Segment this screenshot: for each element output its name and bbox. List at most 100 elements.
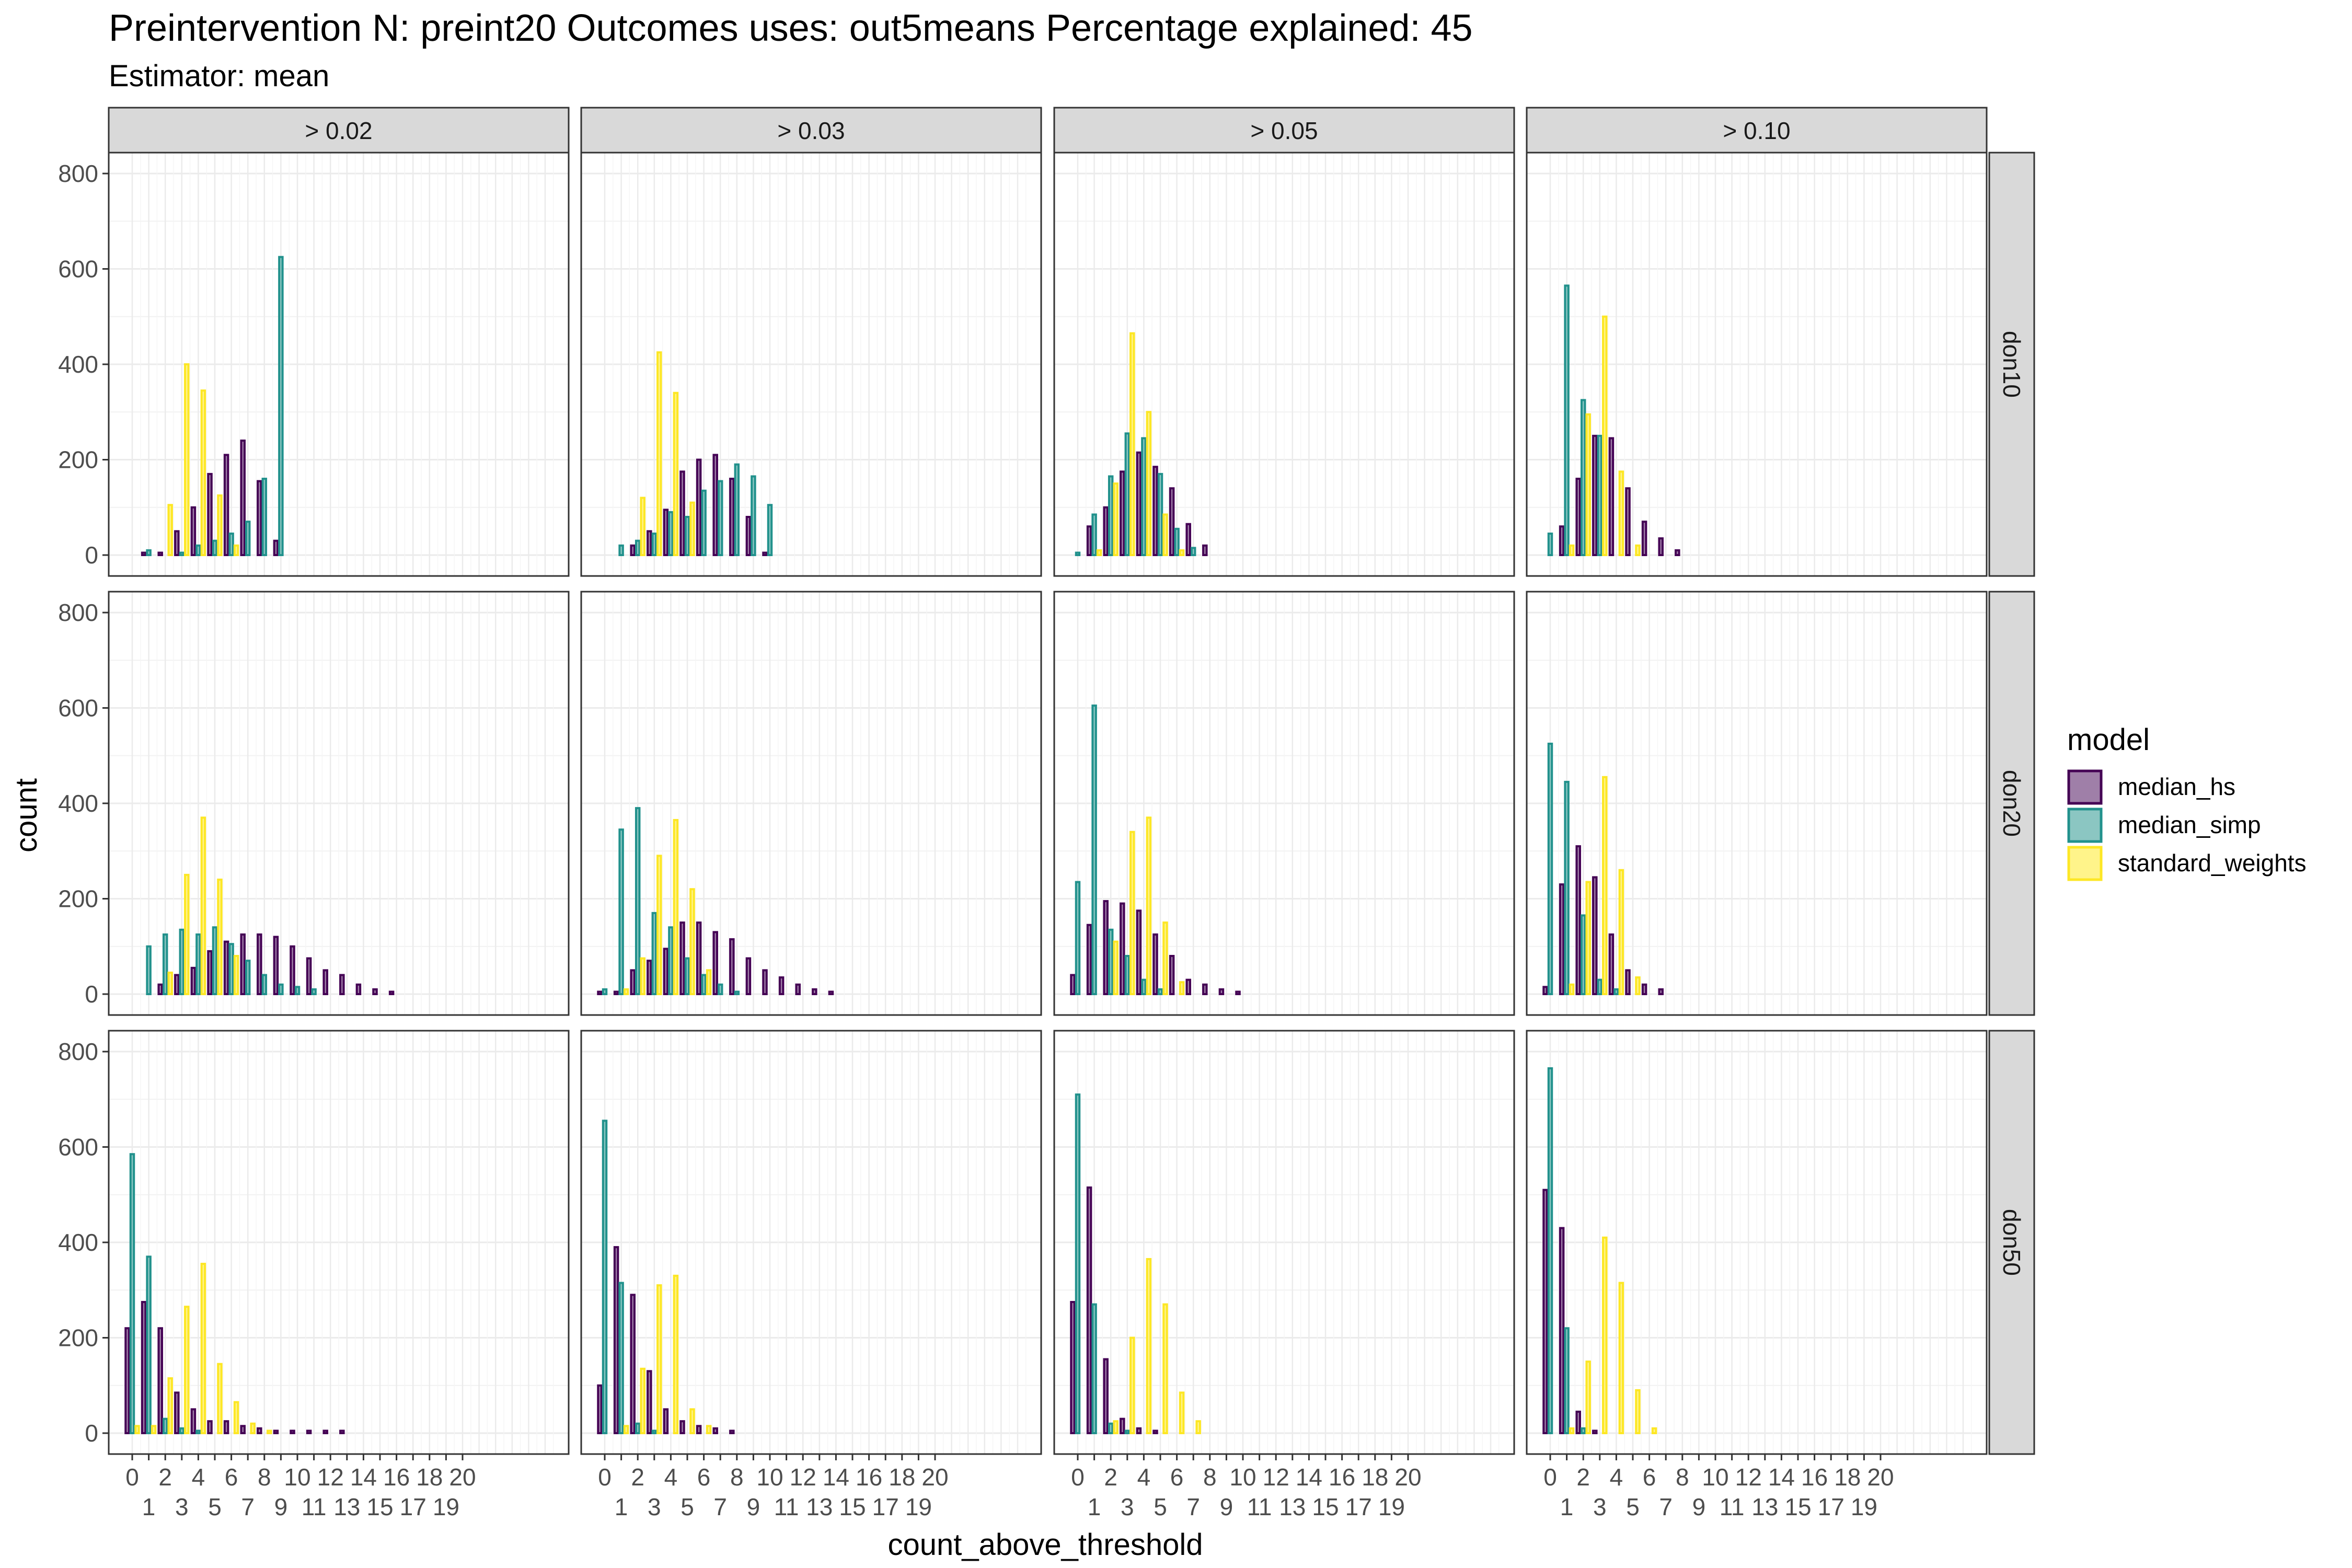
x-tick-label: 14	[823, 1463, 849, 1491]
x-tick-label: 2	[1576, 1463, 1590, 1491]
x-tick-label: 11	[1720, 1493, 1745, 1520]
bar-median_hs	[1086, 1186, 1092, 1434]
x-tick-label: 1	[615, 1493, 628, 1520]
facet-strip-col	[108, 107, 570, 154]
bar-standard_weights	[233, 1401, 239, 1434]
x-tick-label: 18	[416, 1463, 443, 1491]
bar-median_hs	[1575, 1410, 1581, 1434]
bar-standard_weights	[1113, 482, 1119, 556]
bar-median_simp	[1547, 1067, 1553, 1434]
facet-panel	[1053, 591, 1515, 1016]
bar-standard_weights	[673, 391, 679, 556]
bar-median_hs	[679, 470, 685, 556]
x-tick-label: 20	[1394, 1463, 1421, 1491]
x-tick-label: 5	[1626, 1493, 1640, 1520]
bar-standard_weights	[1569, 983, 1575, 995]
bar-standard_weights	[706, 1425, 712, 1434]
bar-median_hs	[1070, 1301, 1076, 1434]
bar-median_hs	[597, 990, 603, 995]
bar-median_simp	[734, 990, 740, 995]
bar-median_simp	[1547, 742, 1553, 995]
bar-median_hs	[223, 454, 229, 556]
bar-standard_weights	[134, 1425, 140, 1434]
bar-standard_weights	[640, 957, 645, 995]
bar-median_hs	[273, 1429, 279, 1434]
bar-standard_weights	[706, 969, 712, 995]
bar-median_hs	[190, 966, 197, 995]
y-tick-label: 0	[85, 541, 98, 569]
bar-median_hs	[207, 472, 213, 556]
y-tick-label: 800	[58, 160, 98, 187]
bar-median_hs	[290, 1429, 295, 1434]
chart-subtitle: Estimator: mean	[109, 59, 329, 93]
bar-median_simp	[1580, 914, 1586, 995]
y-tick-label: 600	[58, 256, 98, 283]
x-tick-label: 18	[889, 1463, 915, 1491]
bar-standard_weights	[1146, 1258, 1152, 1434]
bar-median_hs	[388, 990, 395, 995]
facet-strip-row-label: don10	[1998, 331, 2025, 398]
x-tick-label: 20	[921, 1463, 948, 1491]
bar-median_simp	[618, 828, 624, 995]
bar-standard_weights	[200, 1263, 206, 1434]
bar-median_hs	[306, 957, 312, 995]
bar-median_hs	[1103, 506, 1109, 556]
bar-median_hs	[630, 544, 636, 556]
bar-median_hs	[696, 921, 702, 995]
facet-strip-col-label: > 0.05	[1250, 117, 1318, 144]
x-tick-label: 4	[1137, 1463, 1151, 1491]
panel-border	[1053, 1030, 1515, 1455]
bar-median_hs	[712, 1427, 718, 1434]
x-tick-label: 4	[1610, 1463, 1623, 1491]
x-tick-label: 2	[158, 1463, 172, 1491]
x-tick-label: 10	[756, 1463, 783, 1491]
bar-median_hs	[240, 440, 246, 556]
bar-median_simp	[1547, 532, 1553, 556]
bar-median_simp	[1141, 978, 1147, 995]
bar-standard_weights	[1179, 981, 1185, 995]
bar-median_simp	[245, 960, 251, 995]
facet-strip-col	[1053, 107, 1515, 154]
bar-standard_weights	[1162, 513, 1168, 556]
bar-median_simp	[195, 544, 201, 556]
bar-median_hs	[647, 1370, 652, 1434]
panel-border	[1526, 591, 1988, 1016]
bar-median_hs	[124, 1327, 130, 1434]
bar-median_hs	[1608, 437, 1615, 556]
x-tick-label: 1	[1088, 1493, 1101, 1520]
x-tick-label: 10	[1702, 1463, 1728, 1491]
bar-median_hs	[223, 1420, 229, 1434]
facet-strip-row	[1988, 591, 2035, 1016]
facet-panel	[1526, 591, 1988, 1016]
bar-median_hs	[613, 1246, 619, 1434]
bar-median_simp	[179, 551, 185, 556]
bar-median_hs	[141, 551, 147, 556]
x-tick-label: 16	[1329, 1463, 1355, 1491]
bar-standard_weights	[1618, 470, 1624, 556]
bar-median_hs	[1575, 845, 1581, 995]
bar-median_simp	[179, 1427, 185, 1434]
bar-median_simp	[1174, 527, 1180, 556]
x-tick-label: 6	[1643, 1463, 1656, 1491]
x-tick-label: 13	[1751, 1493, 1778, 1520]
x-tick-label: 20	[449, 1463, 476, 1491]
bar-median_hs	[190, 1408, 197, 1434]
bar-median_hs	[306, 1429, 312, 1434]
facet-strip-col	[580, 107, 1042, 154]
bar-median_hs	[372, 988, 378, 995]
bar-median_hs	[1625, 487, 1631, 556]
bar-median_hs	[1235, 990, 1241, 995]
bar-median_simp	[651, 912, 658, 995]
legend-key-median_simp	[2067, 808, 2103, 843]
x-tick-label: 7	[241, 1493, 255, 1520]
x-tick-label: 15	[1784, 1493, 1811, 1520]
bar-standard_weights	[689, 501, 695, 556]
bar-standard_weights	[1179, 549, 1185, 556]
bar-standard_weights	[1585, 413, 1591, 556]
bar-median_hs	[1641, 983, 1647, 995]
x-tick-label: 16	[856, 1463, 882, 1491]
bar-median_simp	[717, 480, 723, 556]
bar-median_simp	[1108, 1422, 1114, 1434]
bar-median_simp	[717, 983, 723, 995]
